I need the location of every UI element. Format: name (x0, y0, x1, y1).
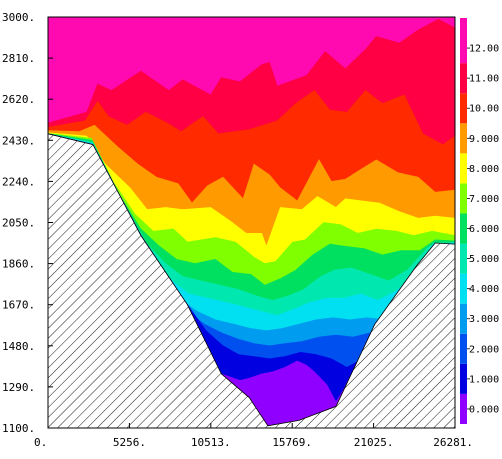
colorbar-swatch (460, 93, 467, 124)
colorbar-swatch (460, 363, 467, 394)
colorbar-label: 12.00 (469, 44, 499, 55)
y-tick-label: 1100. (2, 422, 35, 435)
x-tick-label: 5256. (113, 436, 146, 449)
colorbar-swatch (460, 183, 467, 214)
x-tick-label: 26281. (433, 436, 473, 449)
colorbar-swatch (460, 153, 467, 184)
colorbar-label: 3.000 (469, 314, 499, 325)
colorbar-swatch (460, 213, 467, 244)
colorbar-label: 4.000 (469, 284, 499, 295)
colorbar-label: 8.000 (469, 164, 499, 175)
colorbar-label: 9.000 (469, 134, 499, 145)
colorbar: 0.000 1.000 2.000 3.000 4.000 5.000 6.000 7.000… (460, 18, 499, 424)
x-tick-label: 21025. (354, 436, 394, 449)
y-tick-label: 2810. (2, 52, 35, 65)
terrain-mask (48, 133, 455, 428)
colorbar-swatch (460, 393, 467, 424)
y-tick-label: 2430. (2, 134, 35, 147)
y-tick-label: 1670. (2, 299, 35, 312)
colorbar-label: 7.000 (469, 194, 499, 205)
x-tick-label: 10513. (191, 436, 231, 449)
y-axis-ticks: 3000. 2810. 2620. 2430. 2240. 2050. 1860. 1670.… (2, 11, 53, 435)
colorbar-label: 5.000 (469, 254, 499, 265)
y-tick-label: 1480. (2, 340, 35, 353)
y-tick-label: 1290. (2, 381, 35, 394)
colorbar-swatch (460, 243, 467, 274)
colorbar-swatch (460, 333, 467, 364)
y-tick-label: 2620. (2, 93, 35, 106)
x-tick-label: 15769. (272, 436, 312, 449)
colorbar-label: 10.00 (469, 104, 499, 115)
y-tick-label: 2050. (2, 217, 35, 230)
x-axis-ticks: 0. 5256. 10513. 15769. 21025. 26281. (34, 423, 473, 449)
colorbar-swatch (460, 123, 467, 154)
colorbar-swatch (460, 303, 467, 334)
colorbar-label: 2.000 (469, 344, 499, 355)
colorbar-label: 0.000 (469, 404, 499, 415)
colorbar-label: 6.000 (469, 224, 499, 235)
y-tick-label: 2240. (2, 175, 35, 188)
bottom-hatch-mask (48, 133, 455, 428)
colorbar-swatch (460, 63, 467, 94)
colorbar-label: 11.00 (469, 74, 499, 85)
colorbar-swatch (460, 18, 467, 64)
y-tick-label: 3000. (2, 11, 35, 24)
x-tick-label: 0. (34, 436, 47, 449)
colorbar-swatch (460, 273, 467, 304)
colorbar-label: 1.000 (469, 374, 499, 385)
y-tick-label: 1860. (2, 258, 35, 271)
